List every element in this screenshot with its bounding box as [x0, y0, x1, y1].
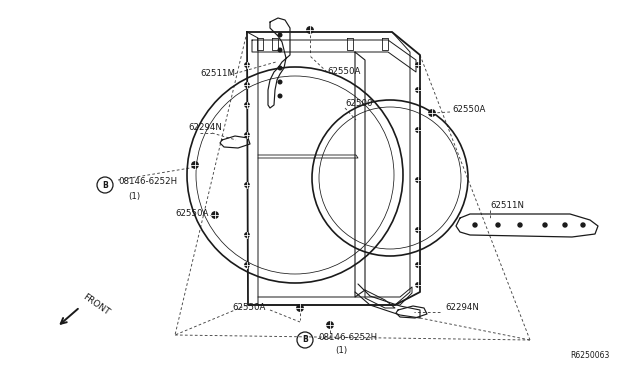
Text: 62550A: 62550A: [327, 67, 360, 77]
Text: B: B: [102, 180, 108, 189]
Circle shape: [278, 33, 282, 37]
Text: 62294N: 62294N: [445, 304, 479, 312]
Circle shape: [278, 66, 282, 70]
Circle shape: [416, 263, 420, 267]
Circle shape: [245, 83, 249, 87]
Text: 62550A: 62550A: [232, 304, 266, 312]
Text: 08146-6252H: 08146-6252H: [318, 333, 377, 341]
Circle shape: [278, 94, 282, 98]
Text: (1): (1): [128, 192, 140, 201]
Text: FRONT: FRONT: [81, 292, 111, 317]
Circle shape: [245, 183, 249, 187]
Circle shape: [496, 223, 500, 227]
Circle shape: [416, 88, 420, 92]
Text: 62511M: 62511M: [200, 68, 235, 77]
Circle shape: [297, 305, 303, 311]
Text: (1): (1): [335, 346, 347, 355]
Circle shape: [245, 233, 249, 237]
Text: 62550A: 62550A: [452, 106, 485, 115]
Circle shape: [278, 80, 282, 84]
Circle shape: [307, 27, 313, 33]
Circle shape: [563, 223, 567, 227]
Circle shape: [327, 322, 333, 328]
Text: 08146-6252H: 08146-6252H: [118, 177, 177, 186]
Text: 62550A: 62550A: [175, 208, 209, 218]
Circle shape: [416, 228, 420, 232]
Circle shape: [245, 103, 249, 107]
Circle shape: [245, 263, 249, 267]
Circle shape: [543, 223, 547, 227]
Circle shape: [473, 223, 477, 227]
Text: 62294N: 62294N: [188, 124, 222, 132]
Text: 62511N: 62511N: [490, 201, 524, 209]
Circle shape: [429, 110, 435, 116]
Circle shape: [416, 63, 420, 67]
Circle shape: [416, 128, 420, 132]
Circle shape: [518, 223, 522, 227]
Circle shape: [192, 162, 198, 168]
Text: R6250063: R6250063: [570, 350, 609, 359]
Circle shape: [212, 212, 218, 218]
Circle shape: [581, 223, 585, 227]
Circle shape: [416, 178, 420, 182]
Circle shape: [416, 283, 420, 287]
Circle shape: [245, 133, 249, 137]
Circle shape: [278, 48, 282, 52]
Circle shape: [245, 63, 249, 67]
Text: B: B: [302, 336, 308, 344]
Text: 62500: 62500: [345, 99, 372, 109]
